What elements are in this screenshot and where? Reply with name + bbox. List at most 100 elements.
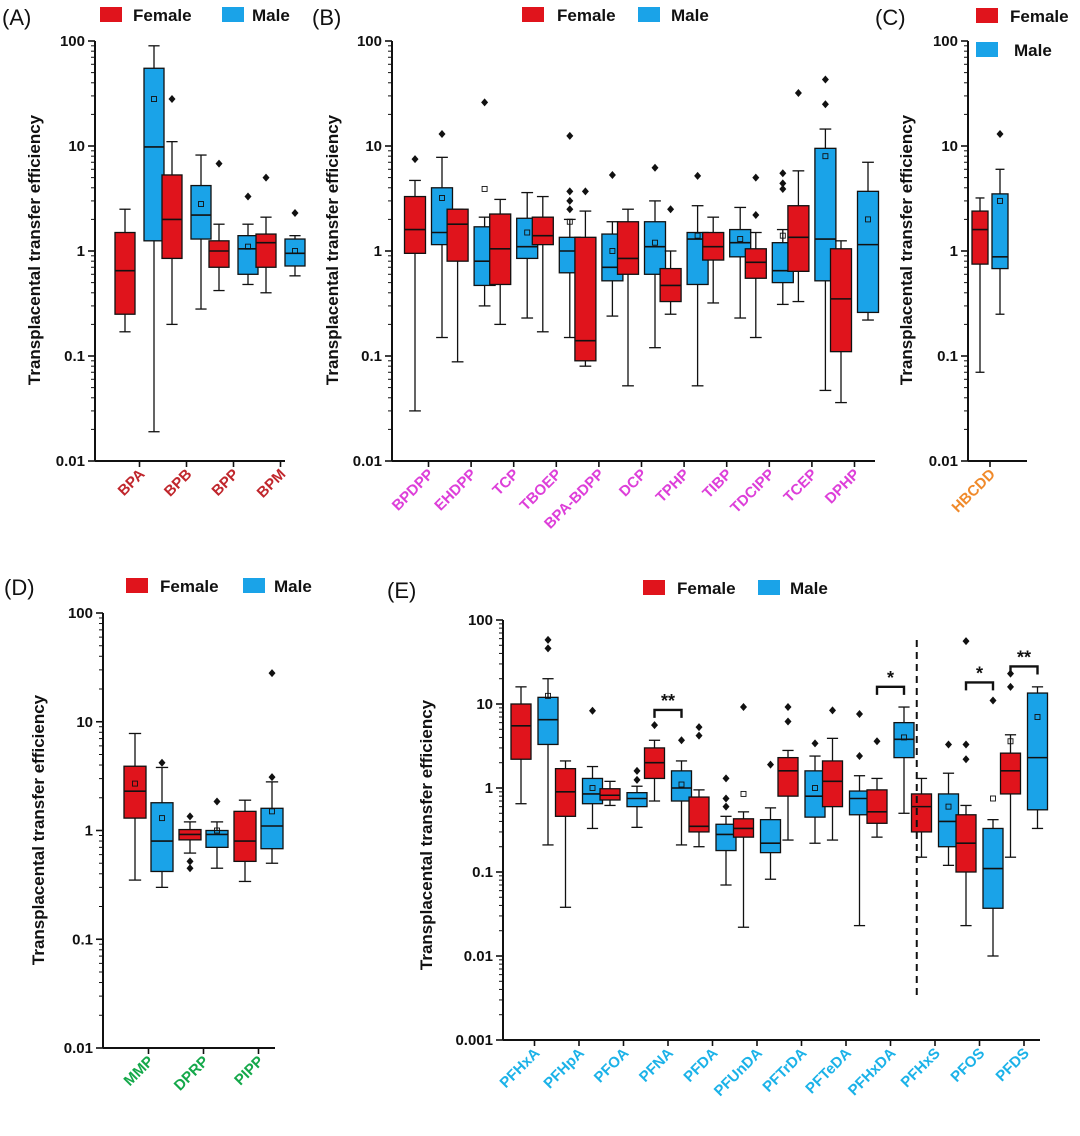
box-pfds-female <box>999 669 1022 858</box>
y-tick-label: 0.1 <box>472 864 493 881</box>
x-category-label: PFNA <box>636 1045 677 1086</box>
outlier-point <box>411 155 419 164</box>
x-category-label: PFDS <box>993 1045 1033 1085</box>
outlier-point <box>694 171 702 180</box>
panel-a-plot: 0.01 0.1 1 10 100 BPA BPB BPP BPM <box>56 33 306 502</box>
significance-bracket-pfds: ** <box>1009 647 1039 675</box>
outlier-point <box>566 205 574 214</box>
box-pfoa-female <box>599 780 621 807</box>
outlier-point <box>767 760 774 769</box>
x-category-label: HBCDD <box>949 466 999 516</box>
box-body <box>599 788 621 801</box>
outlier-point <box>186 864 194 873</box>
outlier-point <box>821 100 829 109</box>
x-category-label: TCP <box>489 466 522 499</box>
outlier-point <box>244 192 252 201</box>
mean-marker <box>524 229 531 236</box>
x-category-label: TIBP <box>699 466 735 502</box>
x-category-label: PFOS <box>947 1045 988 1086</box>
panel-e: (E) Female Male Transplacental transfer … <box>387 578 1049 1100</box>
outlier-point <box>566 131 574 140</box>
panel-c: (C) Female Male Transplacental transfer … <box>875 5 1069 516</box>
outlier-point <box>1007 682 1014 691</box>
outlier-point <box>213 797 221 806</box>
box-hbcdd-female <box>971 197 989 373</box>
x-category-label: BPM <box>254 466 290 502</box>
box-body <box>866 789 888 824</box>
box-body <box>150 802 174 873</box>
box-bpm-male <box>284 209 306 277</box>
panel-e-y-axis-title: Transplacental transfer efficiency <box>417 699 436 970</box>
x-category-label: PFOA <box>591 1045 633 1087</box>
box-body <box>403 195 427 254</box>
outlier-point <box>186 857 194 866</box>
outlier-point <box>608 170 616 179</box>
y-tick-label: 100 <box>357 33 382 50</box>
box-pfds-male <box>1026 686 1049 830</box>
outlier-point <box>158 758 166 767</box>
box-body <box>626 792 648 808</box>
x-category-label: BPDPP <box>389 466 438 515</box>
box-body <box>531 216 554 246</box>
outlier-point <box>873 737 881 746</box>
x-category-label: PFHpA <box>540 1045 587 1092</box>
box-body <box>991 193 1009 270</box>
box-body <box>237 235 259 275</box>
box-body <box>856 190 880 314</box>
y-tick-label: 0.1 <box>72 931 93 948</box>
panel-a-legend: Female Male <box>100 6 290 25</box>
x-category-label: MMP <box>121 1053 158 1090</box>
box-hbcdd-male <box>991 130 1009 315</box>
box-body <box>971 210 989 265</box>
bracket-line <box>875 685 906 695</box>
y-tick-label: 10 <box>941 138 958 155</box>
box-body <box>1026 692 1049 811</box>
legend-male-label: Male <box>790 579 828 598</box>
x-category-label: BPB <box>161 466 196 501</box>
y-tick-label: 1 <box>485 780 493 797</box>
outlier-point <box>779 184 787 193</box>
box-dcp-male <box>643 163 667 349</box>
outlier-point <box>544 644 552 653</box>
outlier-point <box>566 187 574 196</box>
legend-male-label: Male <box>274 577 312 596</box>
panel-d-y-axis-title: Transplacental transfer efficiency <box>29 694 48 965</box>
y-tick-label: 1 <box>374 243 382 260</box>
significance-bracket-pfhxda: * <box>875 668 906 695</box>
mean-marker <box>545 692 551 699</box>
y-tick-label: 0.01 <box>353 453 382 470</box>
mean-marker <box>779 232 786 239</box>
box-body <box>777 756 799 797</box>
box-pfhpa-male <box>581 706 604 830</box>
y-tick-label: 10 <box>68 138 85 155</box>
box-pfhxa-male <box>537 635 559 846</box>
x-category-label: DPRP <box>171 1053 212 1094</box>
box-body <box>284 238 306 267</box>
mean-marker <box>198 201 204 207</box>
panel-c-legend: Female Male <box>976 7 1069 60</box>
box-pfhxda-male <box>893 706 915 814</box>
mean-marker <box>566 218 573 225</box>
box-body <box>123 765 147 819</box>
box-pfhxs-female <box>910 777 933 858</box>
y-tick-label: 0.1 <box>361 348 382 365</box>
mean-marker <box>945 803 952 810</box>
y-tick-label: 10 <box>76 714 93 731</box>
box-bpm-female <box>255 173 277 294</box>
panel-d-letter: (D) <box>4 575 35 600</box>
panel-e-legend: Female Male <box>643 579 828 598</box>
x-category-label: TCEP <box>780 466 820 506</box>
mean-marker <box>812 785 818 791</box>
box-body <box>208 240 230 268</box>
outlier-point <box>962 740 970 749</box>
outlier-point <box>215 159 223 168</box>
box-tcp-female <box>489 198 512 326</box>
y-tick-label: 0.1 <box>64 348 85 365</box>
panel-b-y-axis-title: Transplacental transfer efficiency <box>323 114 342 385</box>
legend-male-swatch <box>976 42 998 57</box>
panel-b-legend: Female Male <box>522 6 709 25</box>
legend-female-label: Female <box>677 579 736 598</box>
y-tick-label: 1 <box>950 243 958 260</box>
